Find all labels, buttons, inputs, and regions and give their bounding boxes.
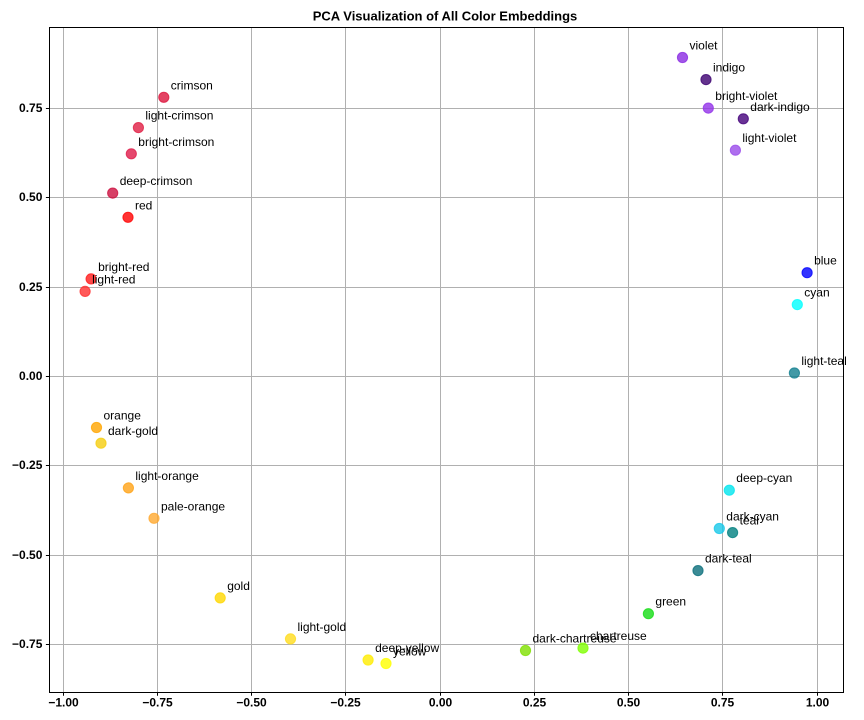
svg-text:green: green: [655, 595, 686, 609]
svg-text:cyan: cyan: [804, 286, 829, 300]
svg-text:0.50: 0.50: [19, 190, 43, 204]
svg-text:dark-chartreuse: dark-chartreuse: [533, 632, 617, 646]
svg-text:orange: orange: [104, 409, 142, 423]
svg-text:bright-red: bright-red: [98, 260, 149, 274]
svg-text:light-crimson: light-crimson: [145, 109, 213, 123]
svg-text:deep-yellow: deep-yellow: [375, 641, 439, 655]
svg-text:−0.50: −0.50: [12, 548, 43, 562]
svg-text:crimson: crimson: [171, 78, 213, 92]
svg-text:PCA Visualization of All Color: PCA Visualization of All Color Embedding…: [313, 9, 578, 24]
svg-text:yellow: yellow: [393, 645, 427, 659]
svg-text:−0.25: −0.25: [12, 458, 43, 472]
svg-text:−0.75: −0.75: [12, 637, 43, 651]
svg-text:pale-orange: pale-orange: [161, 499, 225, 513]
svg-text:light-teal: light-teal: [801, 354, 846, 368]
svg-text:0.00: 0.00: [19, 369, 43, 383]
svg-text:indigo: indigo: [713, 61, 745, 75]
svg-text:light-gold: light-gold: [298, 620, 347, 634]
svg-text:0.25: 0.25: [523, 696, 547, 710]
svg-text:−0.75: −0.75: [142, 696, 173, 710]
svg-text:light-violet: light-violet: [742, 131, 797, 145]
svg-text:0.00: 0.00: [429, 696, 453, 710]
svg-text:bright-violet: bright-violet: [715, 89, 778, 103]
svg-text:bright-crimson: bright-crimson: [138, 135, 214, 149]
svg-text:−1.00: −1.00: [48, 696, 79, 710]
svg-text:dark-indigo: dark-indigo: [750, 100, 810, 114]
svg-text:blue: blue: [814, 254, 837, 268]
svg-text:light-orange: light-orange: [135, 469, 199, 483]
svg-text:−0.25: −0.25: [330, 696, 361, 710]
svg-text:0.25: 0.25: [19, 280, 43, 294]
svg-text:violet: violet: [690, 39, 719, 53]
svg-text:gold: gold: [227, 579, 250, 593]
svg-text:−0.50: −0.50: [236, 696, 267, 710]
svg-text:dark-gold: dark-gold: [108, 424, 158, 438]
svg-text:deep-crimson: deep-crimson: [120, 174, 193, 188]
svg-text:red: red: [135, 198, 152, 212]
svg-text:0.75: 0.75: [19, 101, 43, 115]
svg-text:0.50: 0.50: [617, 696, 641, 710]
svg-text:teal: teal: [740, 514, 759, 528]
svg-text:light-red: light-red: [92, 272, 135, 286]
svg-text:dark-teal: dark-teal: [705, 552, 752, 566]
svg-text:deep-cyan: deep-cyan: [736, 471, 792, 485]
svg-text:0.75: 0.75: [711, 696, 735, 710]
svg-text:chartreuse: chartreuse: [590, 629, 647, 643]
svg-text:1.00: 1.00: [806, 696, 830, 710]
svg-text:dark-cyan: dark-cyan: [726, 510, 779, 524]
